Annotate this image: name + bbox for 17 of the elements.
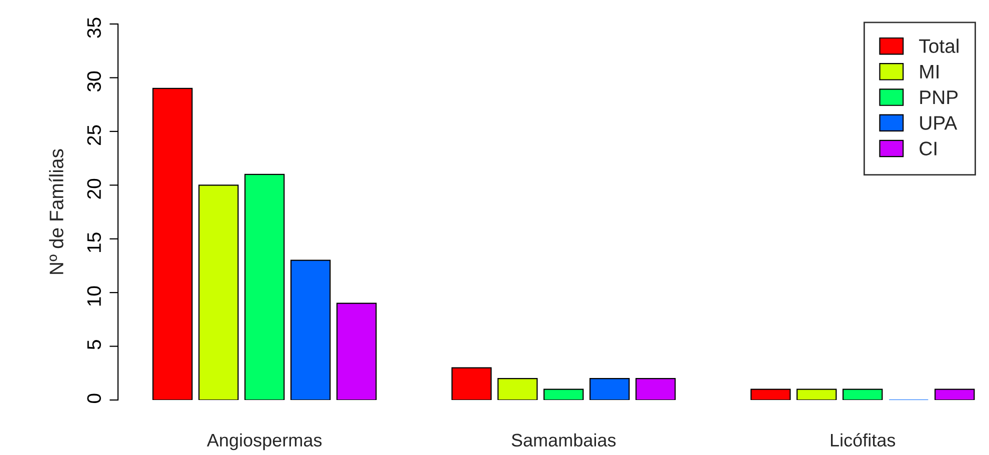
x-tick-label: Angiospermas	[206, 433, 322, 450]
legend-label: Total	[919, 38, 958, 53]
y-tick-label: 20	[87, 178, 101, 199]
x-tick-label: Samambaias	[512, 433, 616, 447]
legend-label: PNP	[920, 90, 958, 104]
y-tick-label: 0	[87, 394, 101, 404]
y-tick-label: 25	[87, 125, 101, 146]
y-tick-label: 10	[87, 286, 101, 306]
y-tick-label: 15	[87, 232, 101, 252]
x-tick-label: Licófitas	[830, 433, 896, 447]
y-tick-label: 5	[87, 340, 101, 350]
y-tick-label: 30	[87, 71, 101, 92]
legend-label: CI	[920, 142, 936, 156]
legend-label: UPA	[920, 116, 958, 130]
y-axis-title: Nº de Famílias	[48, 149, 64, 274]
y-tick-label: 35	[87, 18, 101, 38]
legend-label: MI	[920, 65, 938, 78]
